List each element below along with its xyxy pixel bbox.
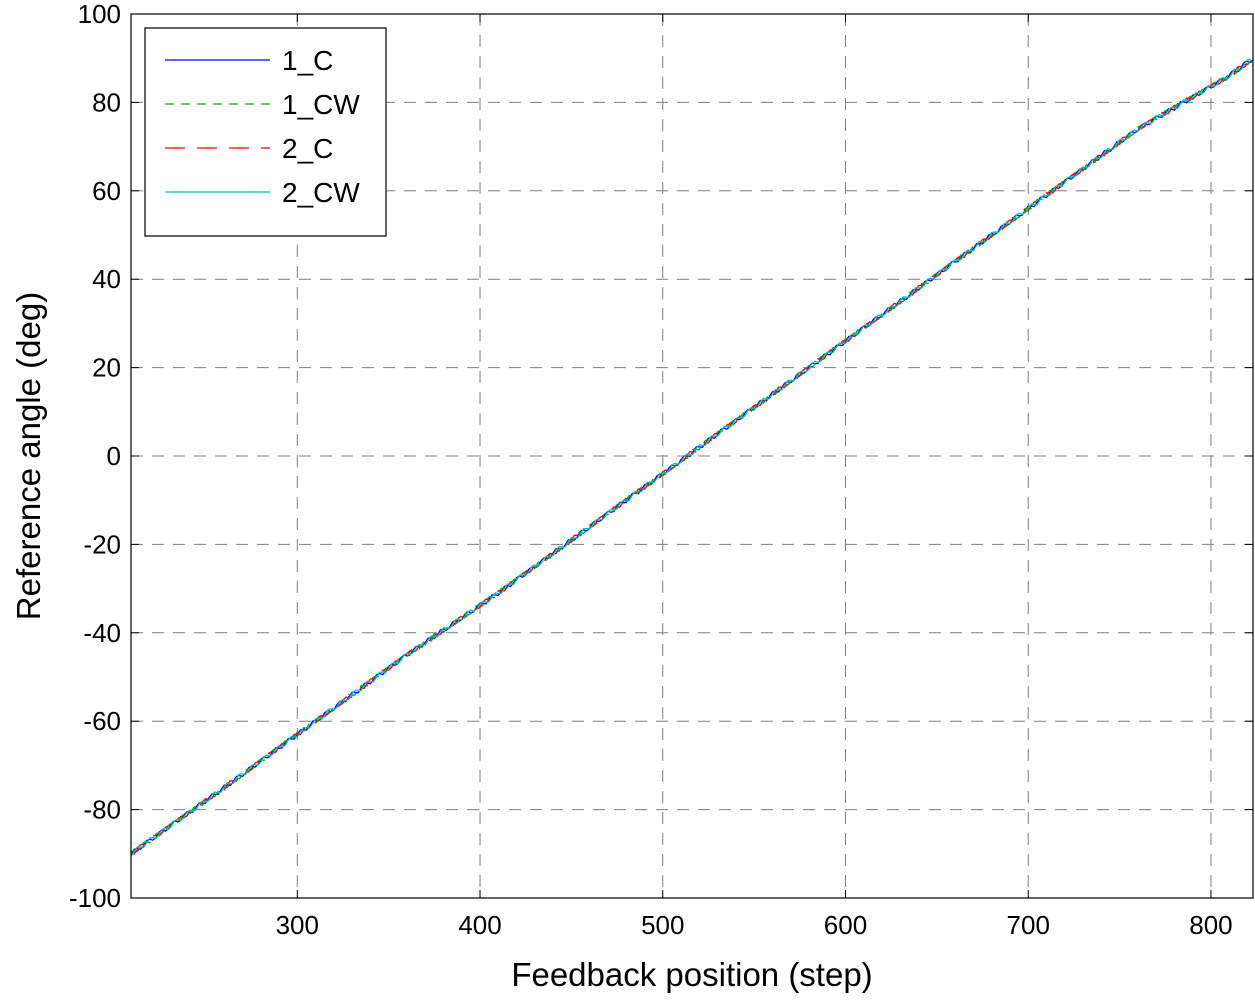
x-axis-title: Feedback position (step): [511, 956, 872, 993]
x-axis-ticks: 300 400 500 600 700 800: [276, 14, 1233, 940]
y-tick-label: 40: [92, 264, 121, 294]
y-tick-label: 0: [107, 441, 121, 471]
x-tick-label: 600: [824, 910, 867, 940]
y-tick-label: -60: [83, 706, 121, 736]
y-tick-label: 100: [78, 0, 121, 29]
y-tick-label: 60: [92, 176, 121, 206]
x-tick-label: 800: [1189, 910, 1232, 940]
y-tick-label: -20: [83, 529, 121, 559]
y-axis-ticks: -100 -80 -60 -40 -20 0 20 40 60 80 100: [69, 0, 1253, 913]
legend-label: 2_CW: [282, 177, 360, 208]
grid-lines: [131, 14, 1253, 898]
legend-label: 1_C: [282, 45, 333, 76]
y-tick-label: -100: [69, 883, 121, 913]
x-tick-label: 300: [276, 910, 319, 940]
x-tick-label: 400: [458, 910, 501, 940]
legend-label: 1_CW: [282, 89, 360, 120]
x-tick-label: 700: [1007, 910, 1050, 940]
legend-box: [144, 27, 387, 237]
y-tick-label: -40: [83, 618, 121, 648]
y-axis-title: Reference angle (deg): [10, 292, 47, 620]
y-tick-label: -80: [83, 795, 121, 825]
series-line-2-cw: [130, 58, 1254, 857]
series-line-2-c: [130, 56, 1254, 855]
legend: 1_C 1_CW 2_C 2_CW: [144, 27, 387, 237]
y-tick-label: 20: [92, 353, 121, 383]
x-tick-label: 500: [641, 910, 684, 940]
y-tick-label: 80: [92, 87, 121, 117]
series-lines: [130, 55, 1254, 857]
series-line-1-cw: [130, 55, 1254, 853]
legend-label: 2_C: [282, 133, 333, 164]
